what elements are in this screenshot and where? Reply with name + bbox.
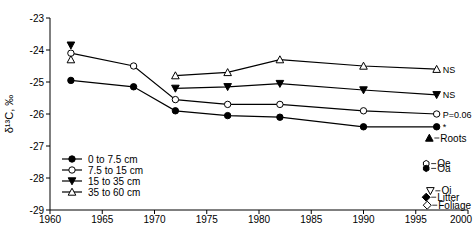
point-marker [422, 193, 430, 201]
series-marker [360, 108, 366, 114]
y-tick-label: -27 [30, 141, 45, 152]
point-marker [423, 165, 429, 171]
x-tick-label: 1985 [300, 214, 323, 225]
y-tick [46, 50, 50, 51]
y-tick [46, 178, 50, 179]
series-line [71, 80, 437, 126]
point-leader [434, 138, 439, 139]
point-label: Oa [437, 163, 451, 174]
series-marker [172, 108, 178, 114]
y-tick [46, 146, 50, 147]
series-marker [67, 56, 75, 63]
y-tick-label: -26 [30, 109, 45, 120]
x-tick-label: 2000 [450, 214, 473, 225]
series-marker [276, 80, 284, 87]
series-marker [224, 69, 232, 76]
series-marker [277, 101, 283, 107]
series-marker [130, 84, 136, 90]
series-marker [130, 63, 136, 69]
legend-label: 0 to 7.5 cm [88, 154, 137, 165]
y-tick-label: -24 [30, 45, 45, 56]
point-leader [431, 197, 436, 198]
y-tick-label: -25 [30, 77, 45, 88]
point-leader [432, 205, 437, 206]
series-marker [172, 85, 180, 92]
y-tick [46, 18, 50, 19]
legend-label: 35 to 60 cm [88, 187, 140, 198]
point-leader [431, 168, 436, 169]
series-marker [276, 56, 284, 63]
plot-area [67, 42, 440, 209]
legend-marker [69, 167, 75, 173]
annotation: * [443, 122, 447, 132]
y-tick-label: -28 [30, 173, 45, 184]
annotation: NS [443, 90, 456, 100]
series-marker [360, 124, 366, 130]
series-marker [433, 124, 439, 130]
series-line [71, 53, 437, 114]
series-marker [433, 111, 439, 117]
series-marker [224, 84, 232, 91]
legend-label: 15 to 35 cm [88, 176, 140, 187]
point-label: Foliage [438, 200, 471, 211]
y-tick [46, 210, 50, 211]
series-marker [433, 65, 441, 72]
series-marker [224, 112, 230, 118]
chart: -29-28-27-26-25-24-231960196519701975198… [0, 0, 474, 226]
y-tick [46, 114, 50, 115]
y-tick-label: -23 [30, 13, 45, 24]
series-marker [172, 96, 178, 102]
point-marker [423, 201, 431, 209]
series-marker [360, 62, 368, 69]
legend-label: 7.5 to 15 cm [88, 165, 143, 176]
series-marker [224, 101, 230, 107]
x-tick-label: 1970 [143, 214, 166, 225]
legend-marker [69, 156, 75, 162]
x-tick-label: 1965 [91, 214, 114, 225]
series-marker [433, 92, 441, 99]
x-tick-label: 1960 [39, 214, 62, 225]
annotation: P=0.06 [443, 110, 472, 120]
series-marker [172, 72, 180, 79]
x-tick-label: 1990 [352, 214, 375, 225]
x-tick-label: 1980 [248, 214, 271, 225]
series-marker [68, 77, 74, 83]
series-marker [360, 87, 368, 94]
point-marker [426, 134, 434, 141]
legend: 0 to 7.5 cm7.5 to 15 cm15 to 35 cm35 to … [62, 154, 143, 198]
series-line [175, 60, 436, 76]
series-marker [277, 114, 283, 120]
x-tick-label: 1995 [405, 214, 428, 225]
point-leader [431, 163, 436, 164]
point-marker [427, 188, 435, 195]
series-marker [67, 42, 75, 49]
series-line [175, 84, 436, 95]
y-axis-label: δ¹³C, ‰ [3, 95, 15, 134]
y-tick [46, 82, 50, 83]
point-label: Roots [440, 133, 466, 144]
legend-marker [68, 178, 76, 185]
annotation: NS [443, 65, 456, 75]
x-tick-label: 1975 [196, 214, 219, 225]
legend-marker [68, 188, 76, 195]
